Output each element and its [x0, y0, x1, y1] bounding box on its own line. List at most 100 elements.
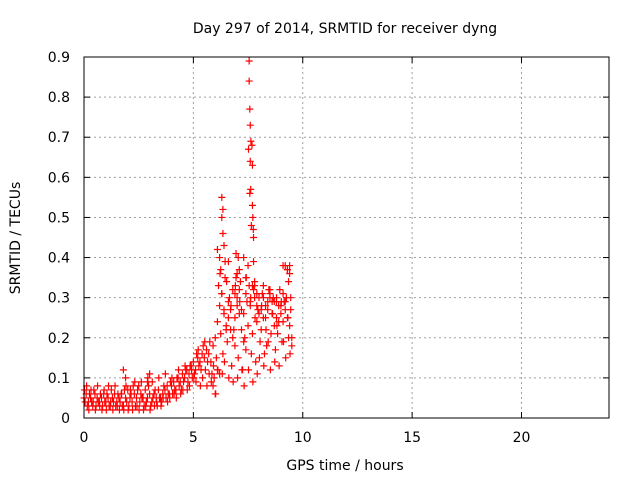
data-point	[119, 366, 127, 374]
data-point	[216, 270, 224, 278]
data-point	[273, 322, 281, 330]
data-point	[190, 370, 198, 378]
data-point	[277, 302, 285, 310]
data-point	[273, 314, 280, 322]
data-point	[245, 366, 252, 374]
grid-lines	[84, 57, 609, 418]
data-point	[201, 338, 209, 346]
x-tick-label: 5	[189, 430, 198, 446]
y-tick-label: 0.4	[48, 251, 70, 267]
data-point	[91, 406, 99, 414]
data-point	[275, 362, 283, 370]
data-point	[107, 386, 115, 394]
data-point	[85, 390, 93, 398]
data-point	[182, 366, 190, 374]
data-point	[216, 302, 224, 310]
data-point	[247, 185, 255, 193]
data-point	[222, 322, 230, 330]
data-point	[236, 298, 244, 306]
x-tick-label: 10	[294, 430, 312, 446]
data-point	[145, 382, 153, 390]
data-point	[143, 378, 151, 386]
data-point	[286, 270, 294, 278]
data-point	[183, 386, 191, 394]
data-point	[126, 386, 134, 394]
chart-title: Day 297 of 2014, SRMTID for receiver dyn…	[193, 21, 497, 37]
data-point	[224, 298, 232, 306]
data-point	[218, 193, 226, 201]
data-point	[115, 394, 123, 402]
data-point	[250, 258, 258, 266]
data-point	[160, 382, 168, 390]
data-point	[129, 406, 137, 414]
data-point	[146, 406, 154, 414]
data-point	[157, 402, 165, 410]
data-point	[101, 398, 109, 406]
data-point	[211, 334, 219, 342]
data-point	[219, 205, 227, 213]
data-points	[80, 57, 296, 414]
data-point	[220, 242, 228, 250]
data-point	[286, 322, 294, 330]
data-point	[103, 390, 111, 398]
data-point	[149, 394, 157, 402]
data-point	[260, 350, 268, 358]
y-tick-label: 0.5	[48, 210, 70, 226]
data-point	[267, 330, 275, 338]
data-point	[248, 141, 256, 149]
data-point	[177, 390, 185, 398]
data-point	[113, 402, 121, 410]
data-point	[274, 330, 282, 338]
y-tick-labels: 0 0.1 0.2 0.3 0.4 0.5 0.6 0.7 0.8 0.9	[48, 50, 70, 427]
data-point	[189, 358, 197, 366]
data-point	[87, 394, 95, 402]
data-point	[140, 406, 147, 414]
data-point	[219, 229, 227, 237]
data-point	[213, 366, 221, 374]
data-point	[105, 402, 113, 410]
data-point	[107, 398, 115, 406]
data-point	[260, 362, 268, 370]
data-point	[170, 390, 178, 398]
data-point	[262, 314, 270, 322]
data-point	[188, 366, 196, 374]
data-point	[249, 225, 257, 233]
data-point	[166, 394, 174, 402]
data-point	[273, 298, 280, 306]
data-point	[125, 402, 133, 410]
data-point	[249, 378, 257, 386]
x-tick-labels: 0 5 10 15 20	[80, 430, 531, 446]
data-point	[221, 274, 229, 282]
data-point	[286, 262, 294, 270]
data-point	[166, 378, 174, 386]
data-point	[285, 278, 293, 286]
data-point	[246, 298, 254, 306]
y-tick-label: 0.2	[48, 331, 70, 347]
data-point	[87, 386, 95, 394]
data-point	[108, 394, 116, 402]
data-point	[225, 294, 233, 302]
data-point	[227, 326, 235, 334]
data-point	[266, 286, 274, 294]
data-point	[259, 294, 267, 302]
data-point	[246, 189, 254, 197]
data-point	[240, 382, 248, 390]
data-point	[287, 294, 295, 302]
data-point	[247, 137, 255, 145]
data-point	[217, 266, 225, 274]
data-point	[283, 266, 291, 274]
data-point	[219, 350, 227, 358]
data-point	[161, 386, 169, 394]
data-point	[218, 290, 226, 298]
data-point	[229, 378, 237, 386]
data-point	[116, 398, 124, 406]
data-point	[96, 402, 104, 410]
data-point	[259, 282, 267, 290]
y-tick-label: 0.6	[48, 170, 70, 186]
data-point	[223, 338, 231, 346]
data-point	[271, 358, 279, 366]
data-point	[137, 378, 145, 386]
data-point	[201, 366, 209, 374]
data-point	[224, 314, 232, 322]
data-point	[203, 346, 210, 354]
